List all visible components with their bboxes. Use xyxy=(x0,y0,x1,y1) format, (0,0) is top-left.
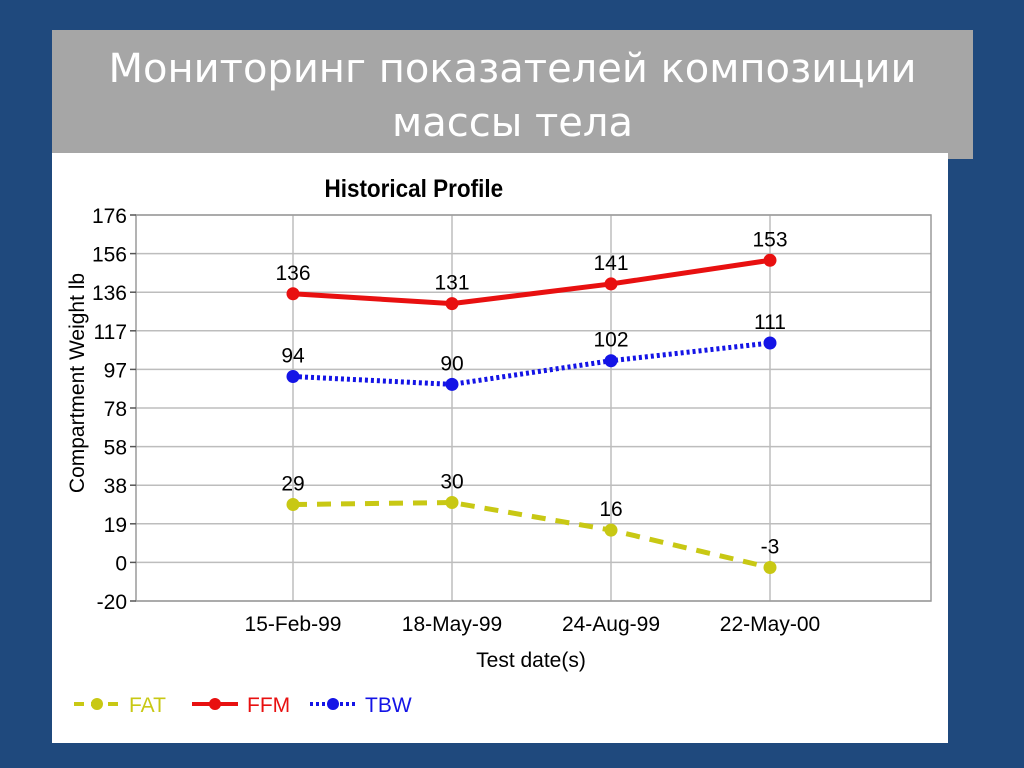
grid-layer xyxy=(135,214,932,602)
chart-panel: Historical Profile Compartment Weight lb… xyxy=(52,153,948,743)
data-point-fat xyxy=(286,498,300,511)
data-point-tbw xyxy=(286,369,300,383)
data-label-tbw: 102 xyxy=(593,329,628,352)
data-point-fat xyxy=(445,496,459,510)
legend-label-tbw: TBW xyxy=(365,694,412,717)
data-label-ffm: 131 xyxy=(434,272,469,295)
y-tick-label: 136 xyxy=(92,282,127,305)
x-tick-label: 15-Feb-99 xyxy=(245,613,342,636)
chart-title: Historical Profile xyxy=(324,175,503,203)
data-point-ffm xyxy=(763,253,777,267)
x-axis-label: Test date(s) xyxy=(476,649,586,672)
data-label-ffm: 136 xyxy=(275,262,310,285)
legend-label-fat: FAT xyxy=(129,694,166,717)
series-layer: 29 30 16 -3 136 131 141 153 94 90 102 111 xyxy=(275,228,788,575)
data-label-ffm: 141 xyxy=(593,252,628,275)
series-line-fat xyxy=(292,500,771,570)
legend-marker-fat xyxy=(91,698,103,710)
data-point-ffm xyxy=(604,277,618,291)
y-tick-label: 156 xyxy=(92,244,127,267)
data-label-fat: 30 xyxy=(440,471,463,494)
data-point-tbw xyxy=(604,354,618,368)
data-label-fat: 16 xyxy=(599,498,622,521)
data-point-ffm xyxy=(445,297,459,311)
y-tick-label: 38 xyxy=(104,475,127,498)
slide-title: Мониторинг показателей композиции массы … xyxy=(52,30,973,159)
x-tick-label: 24-Aug-99 xyxy=(562,613,660,636)
data-point-fat xyxy=(763,561,777,575)
series-line-tbw xyxy=(292,340,771,387)
series-line-ffm xyxy=(292,257,771,307)
legend: FAT FFM TBW xyxy=(74,694,412,717)
y-axis-label: Compartment Weight lb xyxy=(66,273,89,493)
legend-label-ffm: FFM xyxy=(247,694,290,717)
data-label-ffm: 153 xyxy=(752,228,787,251)
legend-marker-ffm xyxy=(209,698,221,710)
data-label-tbw: 90 xyxy=(440,352,463,375)
line-chart: Historical Profile Compartment Weight lb… xyxy=(66,175,932,717)
x-tick-label: 22-May-00 xyxy=(720,613,820,636)
y-tick-label: 97 xyxy=(104,359,127,382)
y-tick-label: 176 xyxy=(92,205,127,228)
data-point-ffm xyxy=(286,287,300,301)
data-label-fat: 29 xyxy=(281,473,304,496)
y-tick-label: -20 xyxy=(97,591,127,614)
y-tick-label: 78 xyxy=(104,398,127,421)
x-tick-label: 18-May-99 xyxy=(402,613,502,636)
data-label-tbw: 111 xyxy=(754,311,786,334)
legend-marker-tbw xyxy=(327,698,339,710)
data-point-tbw xyxy=(445,377,459,391)
data-point-fat xyxy=(604,523,618,537)
y-tick-label: 0 xyxy=(115,552,127,575)
slide-title-line-2: массы тела xyxy=(392,100,633,146)
y-tick-label: 117 xyxy=(94,321,127,344)
tick-layer: 176 156 136 117 97 78 58 38 19 0 -20 15-Feb-99 18-Ma… xyxy=(92,205,820,636)
y-tick-label: 58 xyxy=(104,437,127,460)
data-label-fat: -3 xyxy=(761,536,780,559)
data-label-tbw: 94 xyxy=(281,344,305,367)
y-tick-label: 19 xyxy=(104,514,127,537)
slide-title-line-1: Мониторинг показателей композиции xyxy=(108,46,917,92)
data-point-tbw xyxy=(763,336,777,350)
